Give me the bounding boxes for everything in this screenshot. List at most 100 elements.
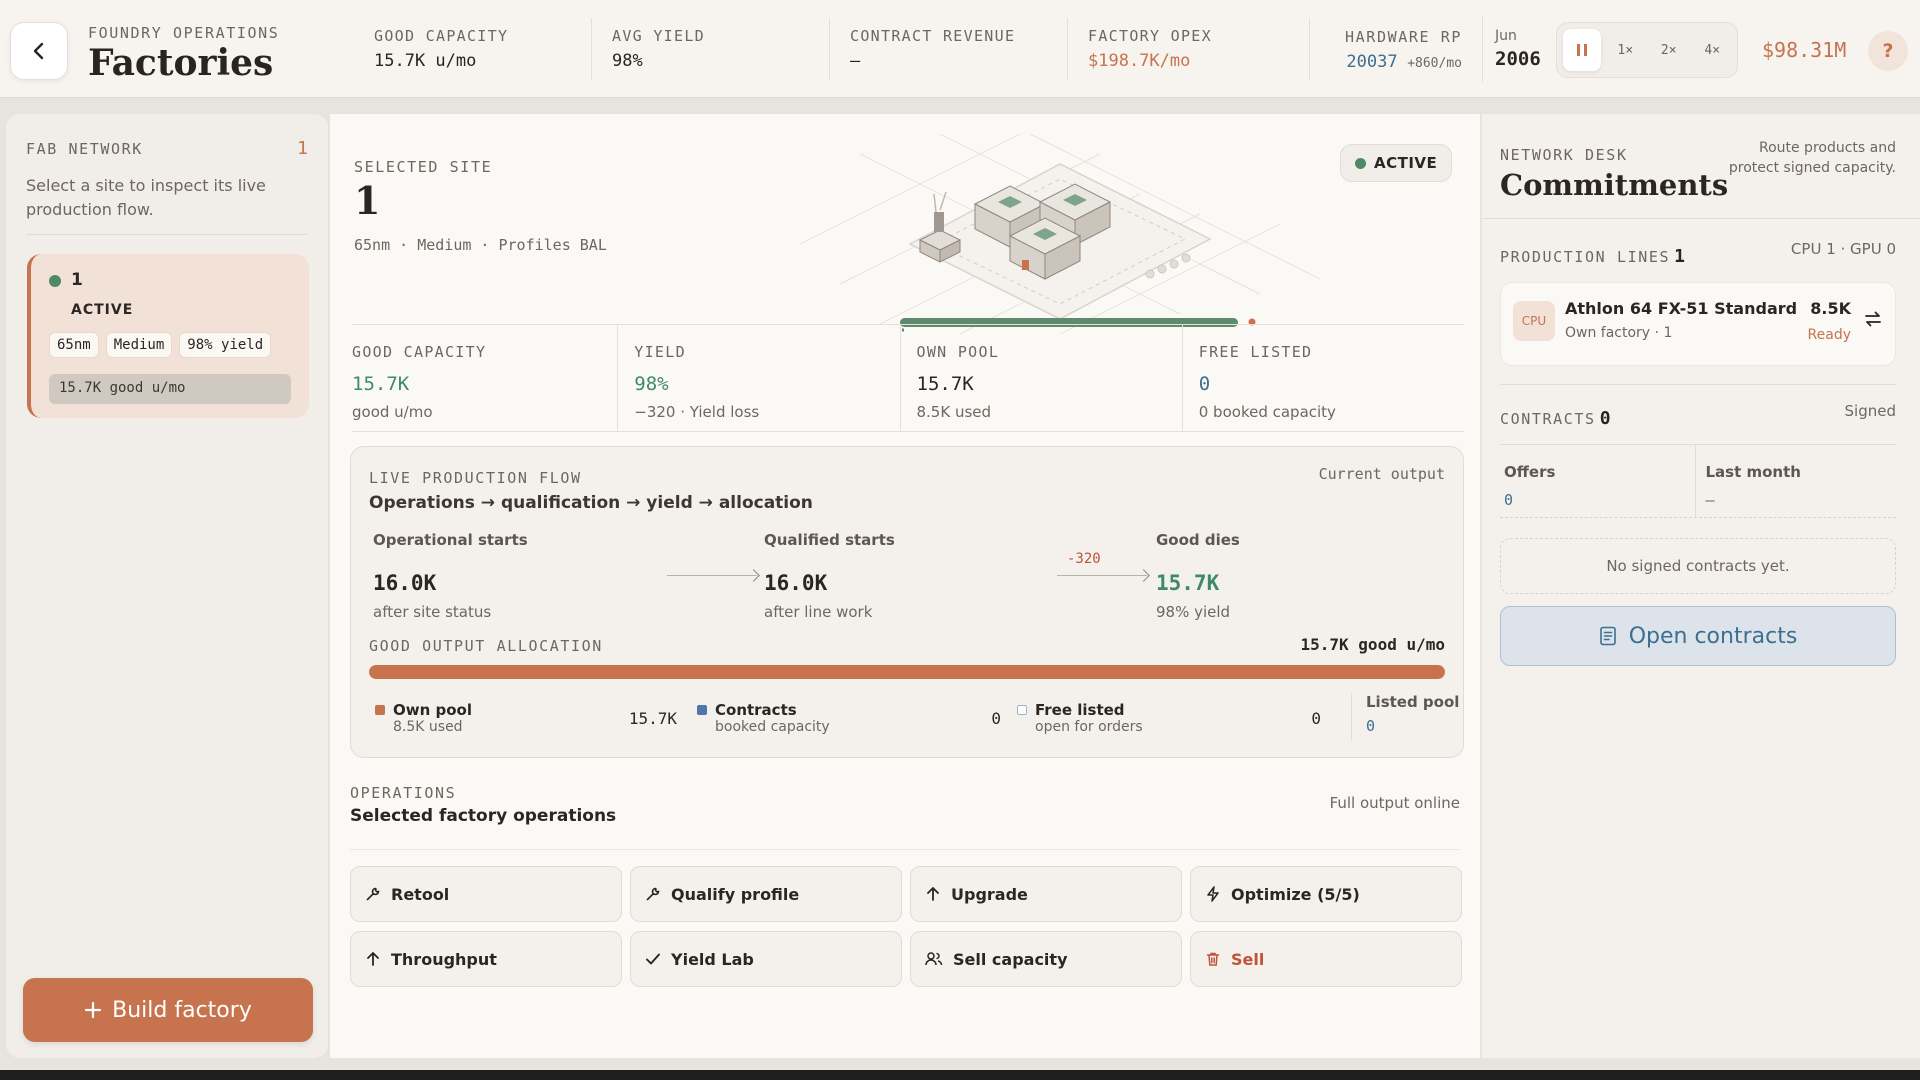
offers-value: 0	[1504, 491, 1514, 509]
legend-own-pool: Own pool 8.5K used	[375, 701, 472, 735]
last-month-value: —	[1705, 491, 1715, 509]
offers-cell: Offers 0	[1500, 445, 1696, 517]
upgrade-button[interactable]: Upgrade	[910, 866, 1182, 922]
wrench-icon	[366, 887, 380, 901]
build-factory-button[interactable]: Build factory	[23, 978, 313, 1042]
sell-button[interactable]: Sell	[1190, 931, 1462, 987]
help-button[interactable]: ?	[1868, 31, 1908, 71]
flow-step-good-dies: Good dies 15.7K 98% yield	[1156, 531, 1240, 621]
open-contracts-label: Open contracts	[1628, 623, 1798, 649]
flow-step-sub: after line work	[764, 603, 873, 621]
contracts-summary: Offers 0 Last month —	[1500, 444, 1896, 518]
button-label: Yield Lab	[671, 949, 754, 969]
stat-value: 15.7K	[352, 373, 410, 395]
active-badge: ACTIVE	[1340, 144, 1453, 182]
legend-swatch	[1017, 705, 1027, 715]
legend-value: 0	[991, 709, 1001, 728]
allocation-total: 15.7K good u/mo	[1300, 635, 1446, 654]
stat-good-capacity: GOOD CAPACITY 15.7K good u/mo	[352, 325, 619, 431]
site-name: 1	[71, 270, 83, 290]
flow-step-sub: 98% yield	[1156, 603, 1231, 621]
last-month-cell: Last month —	[1696, 445, 1897, 517]
site-tag-size: Medium	[105, 332, 173, 358]
stat-value: 15.7K	[916, 373, 974, 395]
production-lines-label: PRODUCTION LINES	[1500, 248, 1671, 266]
production-line-card[interactable]: CPU Athlon 64 FX-51 Standard Own factory…	[1500, 282, 1896, 366]
stat-value: 0	[1198, 373, 1211, 395]
offers-label: Offers	[1504, 463, 1556, 481]
pause-button[interactable]	[1563, 29, 1601, 71]
listed-pool: Listed pool 0	[1351, 693, 1459, 741]
sell-capacity-button[interactable]: Sell capacity	[910, 931, 1182, 987]
throughput-button[interactable]: Throughput	[350, 931, 622, 987]
operations-note: Full output online	[1329, 794, 1460, 812]
site-card[interactable]: 1 ACTIVE 65nm Medium 98% yield 15.7K goo…	[27, 254, 309, 418]
cpu-chip-badge: CPU	[1513, 301, 1555, 341]
qualify-profile-button[interactable]: Qualify profile	[630, 866, 902, 922]
cash-balance: $98.31M	[1762, 38, 1847, 62]
trash-icon	[1206, 952, 1220, 966]
site-output-bar: 15.7K good u/mo	[49, 374, 291, 404]
stat-label: YIELD	[634, 343, 686, 361]
button-label: Sell	[1231, 949, 1265, 969]
speed-2x-button[interactable]: 2×	[1660, 42, 1677, 58]
game-date: Jun 2006	[1482, 16, 1553, 82]
stat-sub: 0 booked capacity	[1198, 403, 1336, 421]
hardware-label: HARDWARE RP	[1345, 28, 1462, 46]
commitments-title: Commitments	[1500, 168, 1729, 202]
production-lines-meta: CPU 1 · GPU 0	[1790, 240, 1896, 258]
live-production-flow: LIVE PRODUCTION FLOW Current output Oper…	[350, 446, 1464, 758]
divider	[1482, 218, 1920, 219]
contracts-caption: CONTRACTS 0	[1500, 408, 1612, 429]
flow-step-operational: Operational starts 16.0K after site stat…	[373, 531, 528, 621]
pause-icon	[1576, 44, 1587, 56]
operations-title: Selected factory operations	[350, 806, 617, 826]
build-factory-label: Build factory	[112, 997, 252, 1023]
contracts-signed-label: Signed	[1844, 402, 1896, 420]
button-label: Upgrade	[951, 884, 1028, 904]
legend-title: Own pool	[393, 701, 472, 719]
flow-subtitle: Operations → qualification → yield → all…	[369, 493, 813, 513]
flow-step-value: 16.0K	[373, 571, 437, 595]
stat-yield: YIELD 98% −320 · Yield loss	[618, 325, 901, 431]
allocation-bar	[369, 665, 1445, 679]
retool-button[interactable]: Retool	[350, 866, 622, 922]
last-month-label: Last month	[1705, 463, 1801, 481]
allocation-bar-fill	[369, 665, 1445, 679]
listed-pool-label: Listed pool	[1366, 693, 1460, 711]
bolt-icon	[1207, 886, 1219, 902]
legend-free-listed: Free listed open for orders	[1017, 701, 1143, 735]
network-desk-caption: NETWORK DESK	[1500, 146, 1628, 164]
optimize-button[interactable]: Optimize (5/5)	[1190, 866, 1462, 922]
stat-label: FACTORY OPEX	[1088, 27, 1212, 45]
speed-4x-button[interactable]: 4×	[1704, 42, 1721, 58]
stat-label: OWN POOL	[916, 343, 1000, 361]
allocation-caption: GOOD OUTPUT ALLOCATION	[369, 637, 603, 655]
back-button[interactable]	[10, 22, 68, 80]
flow-step-value: 16.0K	[764, 571, 828, 595]
divider	[26, 234, 308, 235]
yield-lab-button[interactable]: Yield Lab	[630, 931, 902, 987]
site-tag-yield: 98% yield	[179, 332, 272, 358]
fab-network-panel: FAB NETWORK 1 Select a site to inspect i…	[6, 114, 328, 1058]
stat-sub: good u/mo	[352, 403, 433, 421]
stat-label: CONTRACT REVENUE	[850, 27, 1016, 45]
legend-value: 0	[1311, 709, 1321, 728]
legend-title: Contracts	[715, 701, 797, 719]
legend-swatch	[375, 705, 385, 715]
flow-step-label: Operational starts	[373, 531, 528, 549]
status-dot	[1355, 157, 1366, 169]
chevron-left-icon	[33, 42, 44, 60]
stat-value: 15.7K u/mo	[374, 51, 477, 71]
stat-value: —	[850, 51, 861, 71]
document-icon	[1599, 626, 1616, 646]
open-contracts-button[interactable]: Open contracts	[1500, 606, 1896, 666]
production-lines-count: 1	[1674, 246, 1687, 267]
contracts-label: CONTRACTS	[1500, 410, 1596, 428]
operations-grid: Retool Qualify profile Upgrade Optimize …	[350, 866, 1462, 987]
swap-icon[interactable]	[1863, 309, 1883, 329]
silo	[918, 191, 962, 263]
building-3	[1008, 217, 1082, 280]
speed-1x-button[interactable]: 1×	[1617, 42, 1634, 58]
active-label: ACTIVE	[1374, 154, 1438, 172]
